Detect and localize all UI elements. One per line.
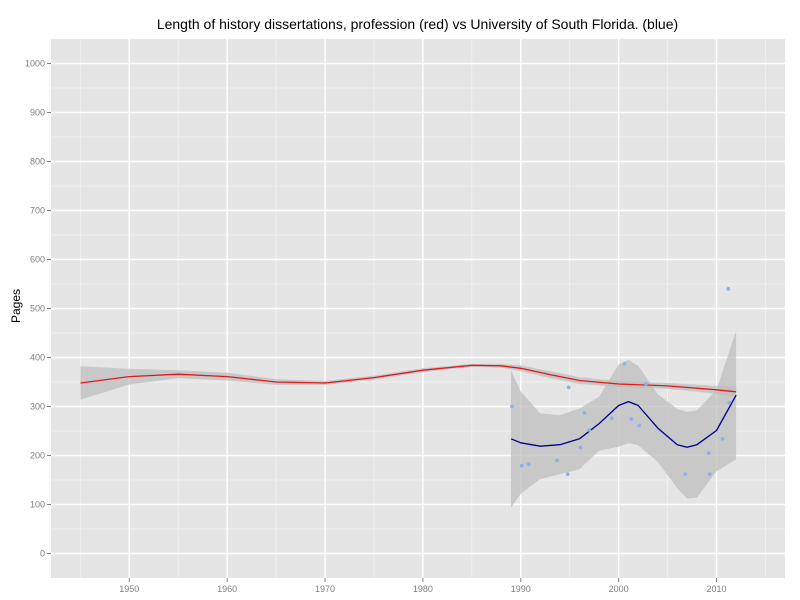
y-tick-label: 200 bbox=[30, 451, 45, 461]
data-point bbox=[720, 436, 725, 441]
data-point bbox=[519, 463, 524, 468]
y-tick-label: 300 bbox=[30, 402, 45, 412]
y-tick-label: 1000 bbox=[25, 59, 45, 69]
data-point bbox=[510, 404, 514, 409]
x-tick-label: 2010 bbox=[706, 584, 726, 594]
data-point bbox=[555, 458, 559, 463]
smooth-lines bbox=[80, 364, 737, 448]
data-point bbox=[644, 382, 648, 386]
y-tick-label: 100 bbox=[30, 500, 45, 510]
y-tick-label: 0 bbox=[40, 549, 45, 559]
data-point bbox=[609, 416, 614, 421]
data-point bbox=[565, 472, 570, 477]
x-tick-label: 1990 bbox=[511, 584, 531, 594]
data-point bbox=[637, 423, 642, 428]
data-point bbox=[587, 428, 592, 432]
y-tick-label: 500 bbox=[30, 304, 45, 314]
y-tick-label: 400 bbox=[30, 353, 45, 363]
y-tick-label: 600 bbox=[30, 255, 45, 265]
x-tick-label: 2000 bbox=[609, 584, 629, 594]
data-point bbox=[629, 417, 634, 422]
smooth-line-1 bbox=[80, 364, 737, 393]
y-axis-title: Pages bbox=[9, 289, 23, 323]
confidence-band-1 bbox=[80, 363, 737, 400]
data-point bbox=[727, 400, 732, 405]
data-point bbox=[707, 472, 712, 477]
y-axis: 0 100 200 300 400 500 600 700 800 900 1000 bbox=[25, 59, 51, 559]
smooth-line-2 bbox=[510, 394, 737, 448]
data-point bbox=[578, 445, 583, 450]
data-point bbox=[726, 287, 731, 291]
usf-data-points bbox=[510, 287, 732, 477]
x-tick-label: 1980 bbox=[413, 584, 433, 594]
y-tick-label: 900 bbox=[30, 108, 45, 118]
data-point bbox=[683, 472, 688, 477]
x-tick-label: 1950 bbox=[119, 584, 139, 594]
x-tick-label: 1960 bbox=[217, 584, 237, 594]
data-point bbox=[582, 410, 587, 415]
x-axis: 1950 1960 1970 1980 1990 2000 2010 bbox=[119, 578, 727, 594]
data-point bbox=[566, 385, 571, 390]
chart-title: Length of history dissertations, profess… bbox=[157, 16, 678, 32]
confidence-bands bbox=[80, 331, 737, 508]
x-tick-label: 1970 bbox=[315, 584, 335, 594]
data-point bbox=[526, 462, 531, 467]
y-tick-label: 800 bbox=[30, 157, 45, 167]
y-tick-label: 700 bbox=[30, 206, 45, 216]
data-point bbox=[706, 451, 711, 455]
confidence-band-2 bbox=[511, 331, 737, 508]
data-point bbox=[622, 361, 627, 366]
